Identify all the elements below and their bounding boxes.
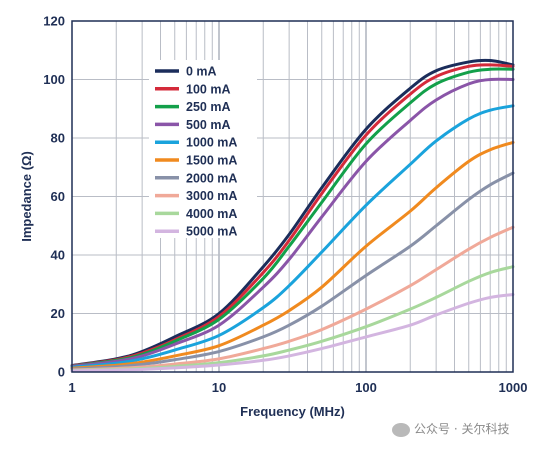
legend-label: 2000 mA [186, 171, 237, 185]
series-line [70, 77, 515, 368]
series-line [70, 292, 515, 373]
legend-label: 5000 mA [186, 225, 237, 239]
series-lines [70, 58, 515, 373]
legend-label: 3000 mA [186, 189, 237, 203]
legend-label: 0 mA [186, 65, 217, 79]
legend-label: 1000 mA [186, 136, 237, 150]
x-tick-label: 100 [355, 380, 377, 395]
y-axis-label: Impedance (Ω) [19, 151, 34, 242]
y-tick-label: 40 [51, 248, 65, 263]
x-tick-label: 1 [68, 380, 75, 395]
legend-label: 100 mA [186, 82, 230, 96]
y-tick-label: 80 [51, 131, 65, 146]
series-line [70, 171, 515, 371]
watermark: 公众号 · 关尔科技 [392, 420, 509, 437]
x-axis-label: Frequency (MHz) [240, 404, 345, 419]
watermark-text: 公众号 · 关尔科技 [414, 422, 510, 436]
legend-label: 250 mA [186, 100, 230, 114]
y-tick-label: 120 [43, 14, 65, 29]
y-tick-label: 0 [58, 365, 65, 380]
legend-label: 4000 mA [186, 207, 237, 221]
y-tick-label: 60 [51, 189, 65, 204]
series-line [70, 58, 515, 368]
y-tick-label: 20 [51, 306, 65, 321]
y-tick-label: 100 [43, 72, 65, 87]
wechat-icon [392, 422, 410, 437]
legend: 0 mA 100 mA 250 mA 500 mA 1000 mA 1500 mA 2000… [149, 60, 257, 239]
legend-label: 500 mA [186, 118, 230, 132]
series-line [70, 225, 515, 372]
plot-frame [71, 20, 514, 373]
x-tick-label: 10 [212, 380, 226, 395]
series-line [70, 104, 515, 369]
legend-label: 1500 mA [186, 154, 237, 168]
series-line [70, 140, 515, 370]
x-tick-label: 1000 [499, 380, 528, 395]
